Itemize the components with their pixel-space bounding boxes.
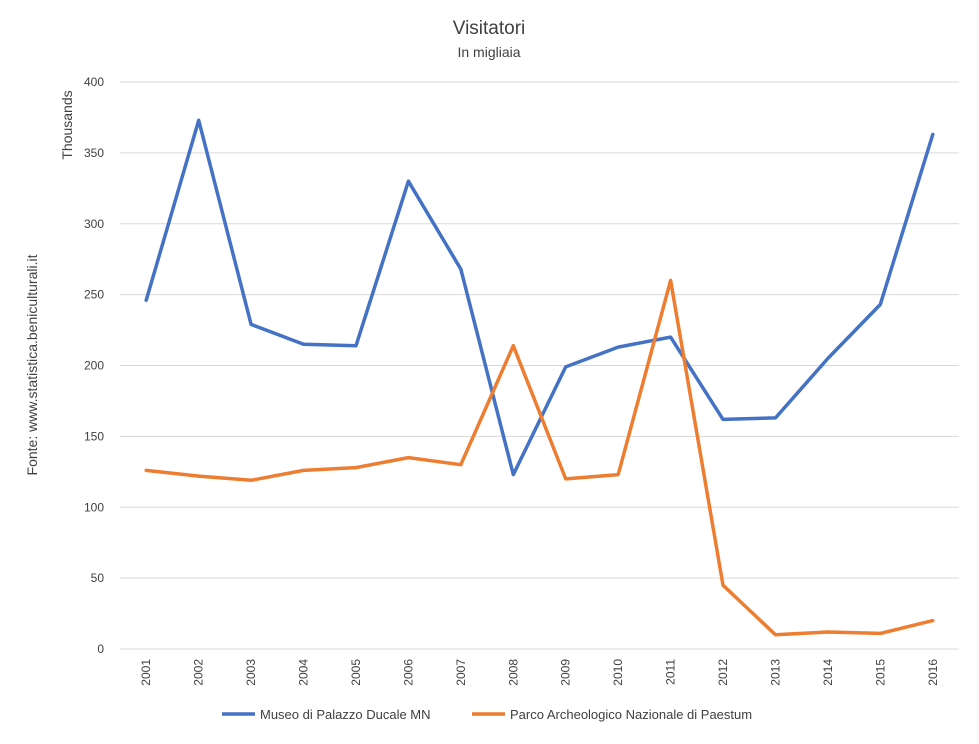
x-tick-label: 2003	[244, 659, 258, 686]
series-lines	[144, 118, 935, 637]
x-tick-label: 2013	[768, 659, 782, 686]
x-tick-label: 2002	[192, 659, 206, 686]
x-tick-label: 2001	[139, 659, 153, 686]
x-tick-label: 2016	[926, 659, 940, 686]
x-tick-label: 2011	[664, 659, 678, 685]
y-tick-labels: 0 50 100 150 200 250 300 350 400	[84, 75, 104, 656]
y-tick-label: 400	[84, 75, 104, 89]
chart-title: Visitatori	[453, 18, 526, 39]
legend: Museo di Palazzo Ducale MN Parco Archeolo…	[222, 707, 752, 722]
x-tick-label: 2007	[454, 659, 468, 686]
y-tick-label: 200	[84, 359, 104, 373]
y-tick-label: 50	[91, 571, 105, 585]
x-tick-label: 2010	[611, 659, 625, 686]
x-tick-label: 2014	[821, 659, 835, 686]
x-tick-label: 2006	[401, 659, 415, 686]
series-line-2	[144, 278, 935, 637]
x-tick-labels: 2001 2002 2003 2004 2005 2006 2007 2008 2009 2010…	[139, 659, 940, 686]
y-tick-label: 350	[84, 146, 104, 160]
source-note: Fonte: www.statistica.beniculturali.it	[24, 254, 40, 475]
x-tick-label: 2008	[506, 659, 520, 686]
x-tick-label: 2004	[297, 659, 311, 686]
y-tick-label: 100	[84, 500, 104, 514]
y-tick-label: 250	[84, 288, 104, 302]
chart-subtitle: In migliaia	[457, 44, 520, 60]
y-tick-label: 300	[84, 217, 104, 231]
x-tick-label: 2015	[873, 659, 887, 686]
legend-entry: Parco Archeologico Nazionale di Paestum	[510, 707, 752, 722]
legend-entry: Museo di Palazzo Ducale MN	[260, 707, 431, 722]
y-tick-label: 0	[97, 642, 104, 656]
y-axis-label: Thousands	[59, 90, 75, 159]
y-tick-label: 150	[84, 429, 104, 443]
x-tick-label: 2012	[716, 659, 730, 686]
gridlines	[120, 81, 959, 650]
x-tick-label: 2009	[559, 659, 573, 686]
x-tick-label: 2005	[349, 659, 363, 686]
series-line-1	[144, 118, 935, 477]
